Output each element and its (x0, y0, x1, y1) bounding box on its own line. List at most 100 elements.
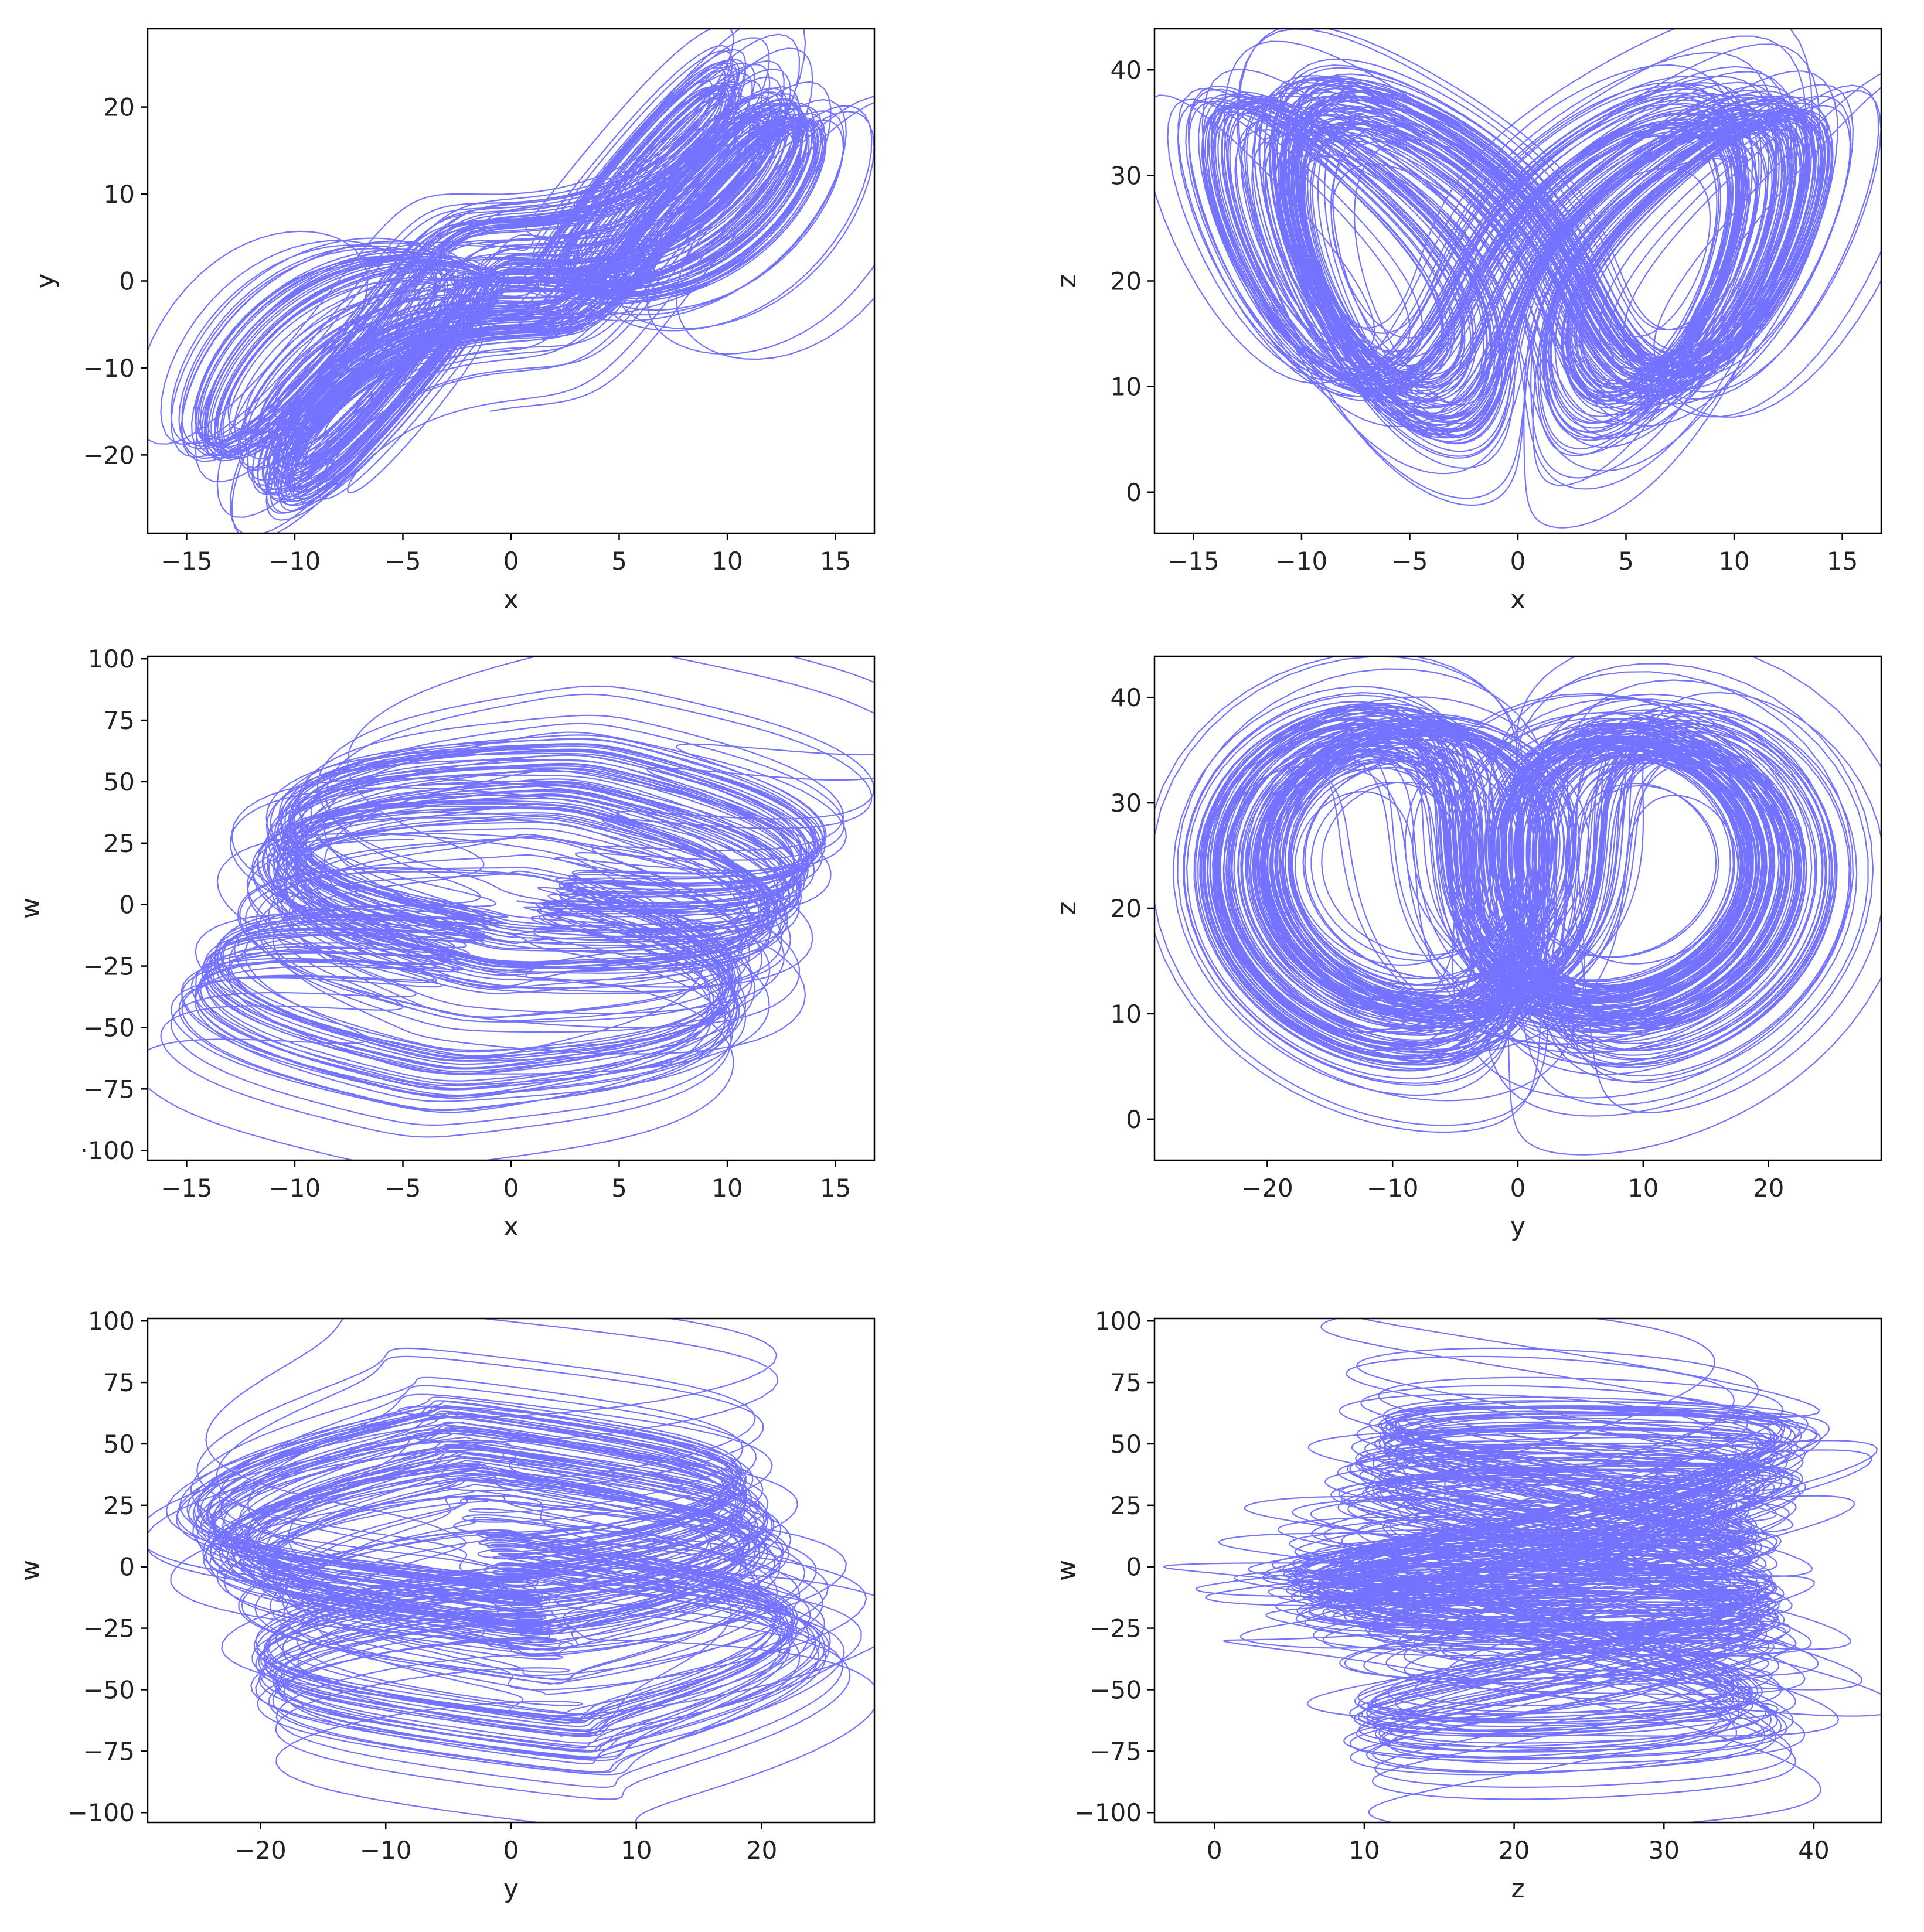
y-axis-label: z (1052, 901, 1082, 915)
y-tick-label: 50 (104, 1430, 135, 1459)
y-tick-label: 30 (1111, 161, 1142, 190)
x-tick-label: 10 (1718, 547, 1749, 575)
x-tick-label: 0 (503, 547, 519, 575)
trajectory-line (148, 656, 874, 1160)
x-tick-label: 10 (621, 1836, 652, 1865)
x-axis-label: y (503, 1874, 519, 1904)
x-tick-label: −10 (1276, 547, 1328, 575)
y-tick-label: −25 (1089, 1614, 1142, 1643)
x-axis-label: z (1511, 1874, 1524, 1904)
x-tick-label: 0 (1510, 1174, 1526, 1202)
y-tick-label: 100 (1095, 1307, 1142, 1335)
y-tick-label: 25 (104, 829, 135, 858)
y-tick-label: 10 (1111, 373, 1142, 401)
y-tick-label: 75 (104, 1368, 135, 1397)
y-tick-label: 25 (104, 1491, 135, 1520)
y-tick-label: 20 (1111, 267, 1142, 296)
x-tick-label: 10 (711, 1174, 743, 1202)
x-tick-label: −20 (1241, 1174, 1293, 1202)
x-tick-label: 0 (1510, 547, 1526, 575)
y-tick-label: 75 (104, 706, 135, 735)
y-tick-label: −25 (83, 952, 135, 981)
x-tick-label: −10 (1367, 1174, 1419, 1202)
x-tick-label: 5 (1618, 547, 1634, 575)
y-tick-label: 100 (88, 1307, 135, 1335)
x-tick-label: 0 (503, 1174, 519, 1202)
y-tick-label: 25 (1111, 1491, 1142, 1520)
y-tick-label: 0 (119, 267, 135, 296)
y-tick-label: −75 (83, 1737, 135, 1766)
x-tick-label: −20 (234, 1836, 287, 1865)
x-tick-label: 15 (820, 547, 851, 575)
y-tick-label: 75 (1111, 1368, 1142, 1397)
plot-frame (1153, 1317, 1882, 1824)
x-tick-label: −15 (1167, 547, 1220, 575)
y-tick-label: −50 (83, 1675, 135, 1704)
x-tick-label: 20 (1499, 1836, 1530, 1865)
trajectory-line (148, 29, 874, 533)
y-tick-label: −20 (83, 441, 135, 469)
x-tick-label: 10 (1348, 1836, 1380, 1865)
x-tick-label: 10 (711, 547, 743, 575)
x-tick-label: 15 (1827, 547, 1858, 575)
x-axis-label: x (1510, 585, 1525, 615)
x-tick-label: −10 (360, 1836, 412, 1865)
y-tick-label: 40 (1111, 56, 1142, 84)
y-axis-label: w (1052, 1560, 1082, 1581)
y-tick-label: −25 (83, 1614, 135, 1643)
y-tick-label: −75 (1089, 1737, 1142, 1766)
subplot-4: −20 −10 0 10 20 0 10 20 30 40 y z (1052, 655, 1882, 1242)
y-tick-label: −100 (67, 1798, 135, 1827)
x-tick-label: −15 (161, 547, 213, 575)
y-tick-label: −10 (83, 354, 135, 383)
x-tick-label: −10 (269, 1174, 321, 1202)
y-axis-label: w (16, 1560, 46, 1581)
y-tick-label: 0 (1126, 478, 1142, 507)
y-axis-label: w (16, 898, 46, 919)
y-tick-label: 20 (104, 93, 135, 122)
y-tick-label: 0 (1126, 1105, 1142, 1134)
x-tick-label: −5 (1392, 547, 1428, 575)
x-axis-label: y (1510, 1212, 1525, 1242)
x-tick-label: 15 (820, 1174, 851, 1202)
y-tick-label: ·100 (80, 1136, 135, 1165)
x-tick-label: 40 (1798, 1836, 1829, 1865)
y-tick-label: 10 (104, 180, 135, 209)
x-tick-label: 0 (503, 1836, 519, 1865)
y-tick-label: −50 (83, 1013, 135, 1042)
y-tick-label: 50 (1111, 1430, 1142, 1459)
trajectory-line (1155, 656, 1881, 1156)
y-tick-label: 50 (104, 768, 135, 796)
y-tick-label: 0 (1126, 1553, 1142, 1582)
x-tick-label: 5 (611, 547, 627, 575)
x-tick-label: −10 (269, 547, 321, 575)
trajectory-line (1163, 1318, 1881, 1822)
y-axis-label: y (30, 273, 60, 288)
y-tick-label: −100 (1074, 1798, 1142, 1827)
y-tick-label: 100 (88, 645, 135, 673)
y-tick-label: 30 (1111, 789, 1142, 817)
x-tick-label: −15 (161, 1174, 213, 1202)
y-axis-label: z (1052, 274, 1082, 288)
subplot-6: 0 10 20 30 40 −100 −75 −50 −25 0 25 50 75 100 z w (1052, 1307, 1882, 1904)
x-axis-label: x (503, 585, 519, 615)
y-tick-label: 40 (1111, 683, 1142, 712)
x-tick-label: 30 (1649, 1836, 1680, 1865)
y-tick-label: 0 (119, 1553, 135, 1582)
y-tick-label: 10 (1111, 1000, 1142, 1028)
x-tick-label: −5 (385, 1174, 421, 1202)
x-tick-label: 0 (1207, 1836, 1222, 1865)
y-tick-label: 0 (119, 891, 135, 919)
y-tick-label: 20 (1111, 894, 1142, 923)
x-tick-label: 5 (611, 1174, 627, 1202)
y-tick-label: −50 (1089, 1675, 1142, 1704)
x-tick-label: 20 (1753, 1174, 1784, 1202)
subplot-1: −15 −10 −5 0 5 10 15 −20 −10 0 10 20 x y (30, 28, 876, 615)
x-axis-label: x (503, 1212, 519, 1242)
y-tick-label: −75 (83, 1075, 135, 1103)
x-tick-label: −5 (385, 547, 421, 575)
x-tick-label: 20 (746, 1836, 777, 1865)
